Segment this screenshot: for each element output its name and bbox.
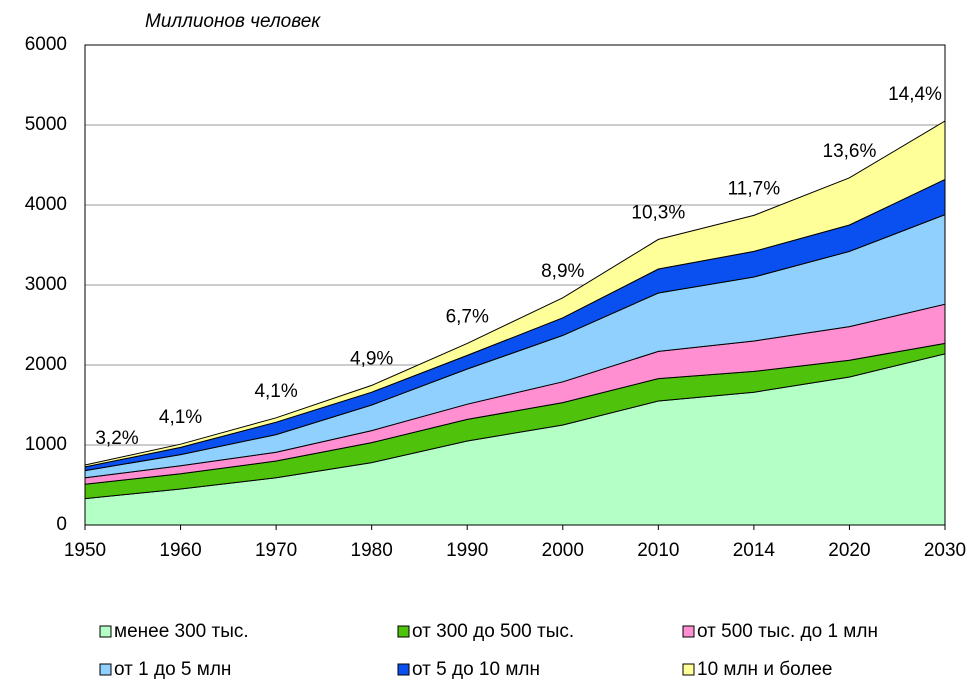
x-tick-label: 2000 <box>542 540 584 561</box>
legend-swatch <box>99 663 112 676</box>
x-tick-label: 1990 <box>446 540 488 561</box>
x-tick-label: 1950 <box>64 540 106 561</box>
legend-swatch <box>682 625 695 638</box>
legend-swatch <box>397 625 410 638</box>
share-label: 4,1% <box>159 407 202 428</box>
legend-label: менее 300 тыс. <box>114 621 249 642</box>
x-tick-label: 2020 <box>828 540 870 561</box>
share-label: 8,9% <box>541 261 584 282</box>
share-label: 6,7% <box>446 306 489 327</box>
share-label: 13,6% <box>823 141 877 162</box>
x-tick-label: 2030 <box>924 540 966 561</box>
share-label: 14,4% <box>888 84 942 105</box>
x-tick-label: 1960 <box>159 540 201 561</box>
legend-label: от 300 до 500 тыс. <box>412 621 574 642</box>
share-label: 4,1% <box>254 381 297 402</box>
legend-label: 10 млн и более <box>697 659 832 680</box>
y-tick-label: 5000 <box>25 114 67 135</box>
x-tick-label: 1980 <box>351 540 393 561</box>
share-label: 11,7% <box>728 178 781 199</box>
x-tick-label: 1970 <box>255 540 297 561</box>
legend-swatch <box>397 663 410 676</box>
legend-label: от 5 до 10 млн <box>412 659 540 680</box>
y-tick-label: 1000 <box>25 434 67 455</box>
y-tick-label: 2000 <box>25 354 67 375</box>
share-label: 4,9% <box>350 348 393 369</box>
y-tick-label: 0 <box>56 514 67 535</box>
y-tick-label: 6000 <box>25 34 67 55</box>
legend-swatch <box>99 625 112 638</box>
legend-label: от 500 тыс. до 1 млн <box>697 621 878 642</box>
share-label: 3,2% <box>95 428 138 449</box>
x-tick-label: 2010 <box>637 540 679 561</box>
plot-border <box>84 44 946 526</box>
x-tick-label: 2014 <box>733 540 776 561</box>
legend-swatch <box>682 663 695 676</box>
chart-subtitle: Миллионов человек <box>145 11 321 32</box>
share-label: 10,3% <box>631 202 685 223</box>
legend-label: от 1 до 5 млн <box>114 659 231 680</box>
y-tick-label: 4000 <box>25 194 67 215</box>
y-tick-label: 3000 <box>25 274 67 295</box>
